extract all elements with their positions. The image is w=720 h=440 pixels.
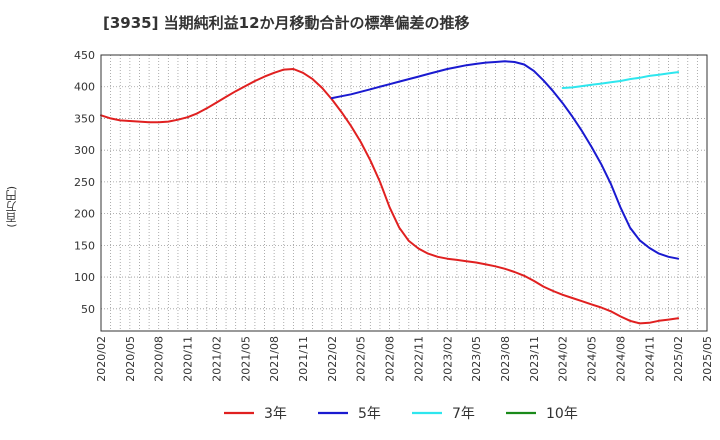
y-tick-label: 200 bbox=[74, 208, 95, 221]
legend-label: 7年 bbox=[452, 406, 475, 422]
x-tick-label: 2020/02 bbox=[95, 336, 108, 382]
x-tick-label: 2021/08 bbox=[268, 336, 281, 382]
y-tick-label: 400 bbox=[74, 81, 95, 94]
x-tick-label: 2021/05 bbox=[239, 336, 252, 382]
y-tick-label: 450 bbox=[74, 49, 95, 62]
series-line bbox=[330, 60, 680, 260]
x-tick-label: 2024/11 bbox=[643, 336, 656, 382]
series-line bbox=[561, 71, 680, 89]
x-tick-label: 2025/05 bbox=[701, 336, 714, 382]
series-lines bbox=[100, 60, 680, 325]
x-tick-label: 2020/11 bbox=[182, 336, 195, 382]
legend-label: 5年 bbox=[358, 406, 381, 422]
x-tick-label: 2021/02 bbox=[210, 336, 223, 382]
y-tick-label: 50 bbox=[81, 303, 95, 316]
y-tick-label: 350 bbox=[74, 112, 95, 125]
y-tick-label: 150 bbox=[74, 239, 95, 252]
plot-frame bbox=[100, 54, 708, 332]
legend-label: 3年 bbox=[264, 406, 287, 422]
x-tick-label: 2022/11 bbox=[412, 336, 425, 382]
x-tick-label: 2024/05 bbox=[586, 336, 599, 382]
chart-title: [3935] 当期純利益12か月移動合計の標準偏差の推移 bbox=[103, 14, 470, 32]
y-tick-label: 300 bbox=[74, 144, 95, 157]
legend-label: 10年 bbox=[546, 406, 578, 422]
x-tick-label: 2022/05 bbox=[355, 336, 368, 382]
x-tick-label: 2023/05 bbox=[470, 336, 483, 382]
legend: 3年 5年 7年 10年 bbox=[224, 406, 578, 422]
x-tick-label: 2023/08 bbox=[499, 336, 512, 382]
series-line bbox=[100, 68, 680, 325]
x-tick-label: 2022/08 bbox=[384, 336, 397, 382]
grid bbox=[101, 54, 707, 331]
y-axis-ticks: 50 100 150 200 250 300 350 400 450 bbox=[74, 49, 95, 316]
x-tick-label: 2024/08 bbox=[614, 336, 627, 382]
x-axis-ticks: 2020/02 2020/05 2020/08 2020/11 2021/02 2021/… bbox=[95, 336, 714, 382]
x-tick-label: 2025/02 bbox=[672, 336, 685, 382]
x-tick-label: 2024/02 bbox=[557, 336, 570, 382]
y-tick-label: 100 bbox=[74, 271, 95, 284]
x-tick-label: 2020/05 bbox=[124, 336, 137, 382]
y-tick-label: 250 bbox=[74, 176, 95, 189]
x-tick-label: 2023/02 bbox=[441, 336, 454, 382]
x-tick-label: 2021/11 bbox=[297, 336, 310, 382]
x-tick-label: 2022/02 bbox=[326, 336, 339, 382]
x-tick-label: 2023/11 bbox=[528, 336, 541, 382]
x-tick-label: 2020/08 bbox=[153, 336, 166, 382]
